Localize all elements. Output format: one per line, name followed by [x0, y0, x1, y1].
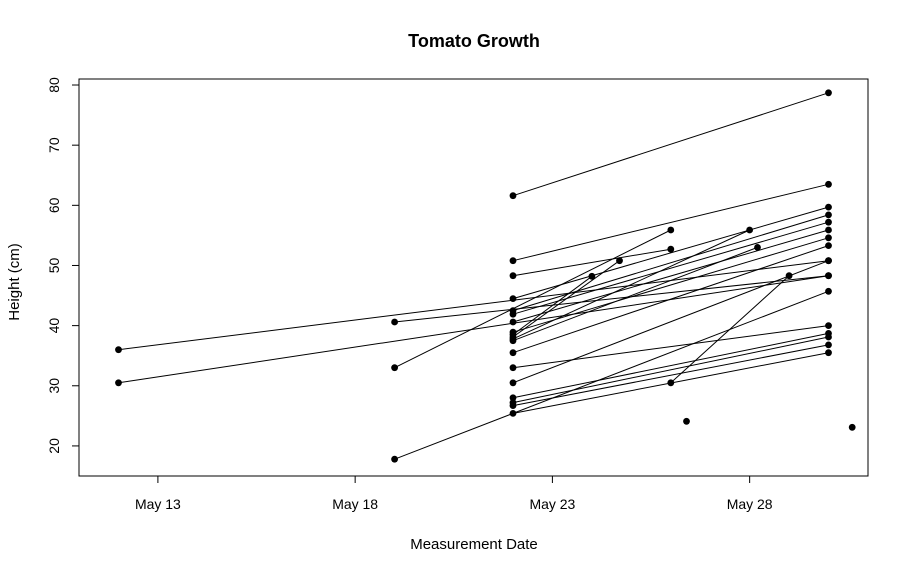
series-line	[512, 229, 750, 340]
series-line	[512, 248, 671, 277]
data-point	[825, 272, 832, 280]
data-point	[785, 272, 793, 280]
y-axis: 20 30 40 50 60 70 80	[46, 77, 79, 454]
y-tick-label: 40	[46, 318, 62, 334]
data-point	[391, 364, 398, 372]
data-point	[825, 287, 832, 295]
series-line	[512, 325, 829, 369]
y-tick-label: 50	[46, 257, 62, 273]
series-line	[512, 245, 829, 354]
data-point	[588, 272, 596, 280]
data-point	[509, 310, 517, 318]
data-point	[667, 379, 675, 387]
y-tick-label: 70	[46, 137, 62, 153]
series-line	[512, 344, 829, 407]
x-tick-label: May 28	[727, 496, 773, 512]
data-point	[848, 423, 856, 431]
data-point	[825, 322, 832, 329]
data-point	[509, 272, 517, 280]
x-axis-label: Measurement Date	[410, 536, 538, 553]
data-point	[509, 410, 517, 417]
data-point	[754, 244, 761, 251]
data-point	[825, 349, 832, 357]
series-line	[512, 92, 829, 197]
data-point	[825, 333, 832, 341]
series-line	[512, 336, 829, 404]
series-line	[512, 246, 758, 342]
data-point	[825, 218, 832, 226]
data-point	[391, 318, 398, 326]
data-point	[825, 242, 832, 250]
data-point	[509, 192, 517, 200]
data-point	[825, 89, 832, 97]
series-line	[394, 275, 829, 323]
data-point	[509, 402, 517, 409]
data-point	[746, 226, 753, 234]
y-tick-label: 30	[46, 378, 62, 394]
data-point	[391, 455, 398, 463]
series-line	[118, 260, 829, 351]
data-point	[509, 337, 517, 345]
x-tick-label: May 18	[332, 496, 378, 512]
data-point	[667, 226, 675, 234]
series-layer	[115, 89, 856, 463]
chart-title: Tomato Growth	[408, 31, 540, 51]
series-line	[512, 260, 620, 338]
data-point	[115, 346, 122, 354]
series-line	[394, 229, 672, 369]
data-point	[509, 318, 517, 326]
data-point	[509, 394, 517, 402]
series-line	[512, 237, 829, 333]
x-tick-label: May 23	[529, 496, 575, 512]
series-line	[512, 275, 593, 336]
x-axis: May 13 May 18 May 23 May 28	[135, 476, 773, 512]
series-line	[394, 290, 829, 460]
data-point	[825, 234, 832, 242]
data-point	[825, 257, 832, 265]
data-point	[509, 364, 517, 372]
y-tick-label: 80	[46, 77, 62, 93]
series-line	[512, 229, 829, 323]
y-tick-label: 60	[46, 197, 62, 213]
data-point	[825, 226, 832, 234]
series-line	[670, 275, 790, 384]
data-point	[509, 257, 517, 265]
data-point	[825, 203, 832, 211]
data-point	[509, 295, 517, 302]
series-line	[512, 214, 829, 312]
y-axis-label: Height (cm)	[6, 243, 23, 321]
data-point	[509, 349, 517, 357]
x-tick-label: May 13	[135, 496, 181, 512]
series-line	[512, 332, 829, 399]
y-tick-label: 20	[46, 438, 62, 454]
series-line	[512, 260, 829, 384]
data-point	[683, 417, 690, 425]
data-point	[115, 379, 122, 387]
series-line	[512, 183, 829, 262]
data-point	[825, 211, 832, 219]
series-line	[118, 275, 829, 384]
data-point	[825, 180, 832, 188]
data-point	[509, 379, 517, 387]
data-point	[825, 341, 832, 349]
plot-frame	[78, 78, 869, 477]
data-point	[667, 245, 675, 253]
series-line	[512, 206, 829, 300]
data-point	[616, 257, 623, 265]
